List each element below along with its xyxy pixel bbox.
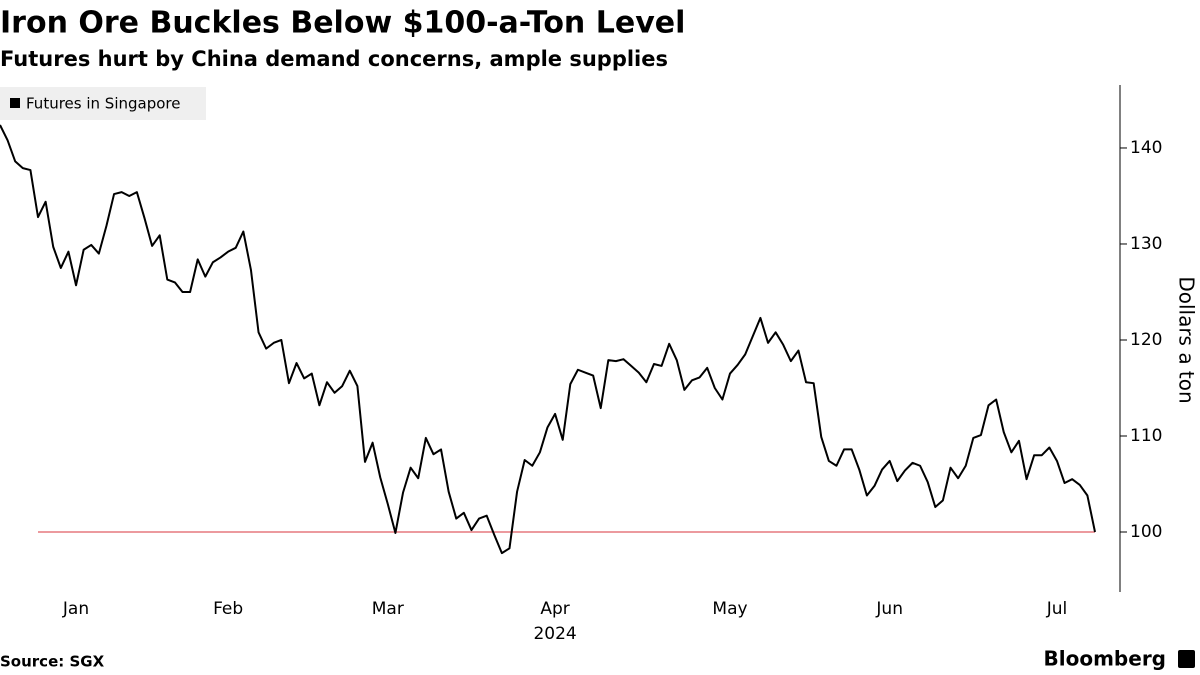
y-tick-label: 130 — [1130, 234, 1162, 254]
source: Source: SGX — [0, 653, 105, 671]
line-series — [0, 124, 1096, 555]
y-tick-label: 110 — [1130, 426, 1162, 446]
x-tick-label: Jul — [1046, 599, 1068, 619]
chart-title: Iron Ore Buckles Below $100-a-Ton Level — [0, 6, 685, 41]
legend-label: Futures in Singapore — [26, 95, 180, 113]
legend-swatch — [10, 98, 20, 108]
y-axis-label: Dollars a ton — [1175, 276, 1199, 403]
x-tick-label: Jun — [875, 599, 903, 619]
logo-icon — [1178, 650, 1195, 668]
logo: Bloomberg — [1044, 647, 1166, 671]
x-tick-label: May — [712, 599, 747, 619]
y-tick-label: 100 — [1130, 522, 1162, 542]
legend-box — [0, 87, 206, 120]
y-tick-label: 140 — [1130, 138, 1162, 158]
x-tick-label: Apr — [540, 599, 569, 619]
x-tick-label: Feb — [213, 599, 243, 619]
x-tick-label: Mar — [372, 599, 404, 619]
chart-subtitle: Futures hurt by China demand concerns, a… — [0, 47, 668, 71]
x-axis-label: 2024 — [533, 624, 576, 644]
x-tick-label: Jan — [62, 599, 89, 619]
y-tick-label: 120 — [1130, 330, 1162, 350]
